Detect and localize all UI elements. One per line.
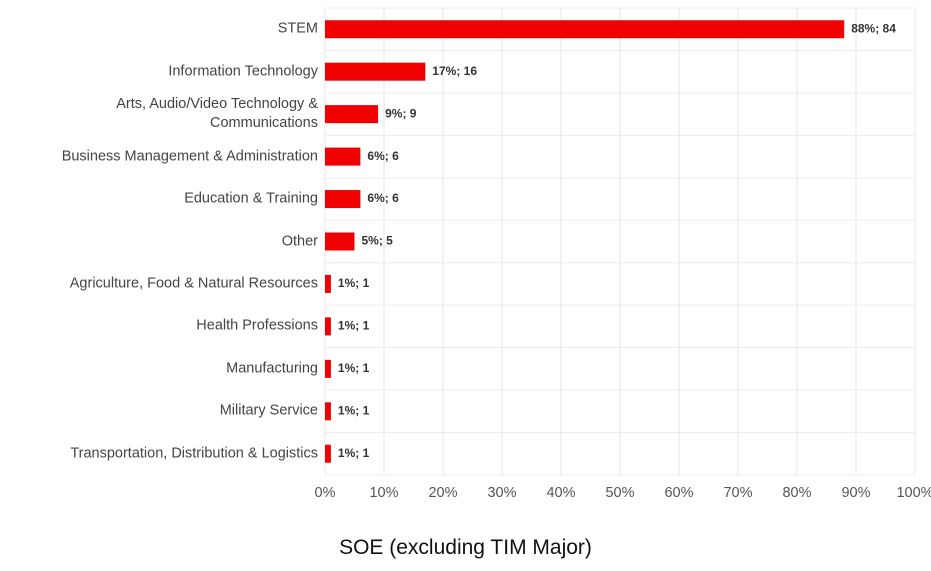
y-tick-label: Military Service bbox=[219, 402, 318, 419]
x-tick-label: 70% bbox=[723, 485, 752, 501]
bar bbox=[325, 444, 331, 463]
bar bbox=[325, 62, 426, 81]
y-tick-label: Business Management & Administration bbox=[61, 148, 318, 165]
data-label: 1%; 1 bbox=[338, 446, 370, 460]
y-tick-label: Transportation, Distribution & Logistics bbox=[70, 445, 318, 462]
data-label: 5%; 5 bbox=[362, 234, 394, 248]
data-label: 1%; 1 bbox=[338, 276, 370, 290]
data-label: 1%; 1 bbox=[338, 403, 370, 417]
bar bbox=[325, 105, 379, 124]
bar bbox=[325, 190, 361, 209]
y-tick-label: Education & Training bbox=[184, 190, 318, 207]
x-tick-label: 0% bbox=[315, 485, 336, 501]
chart-title: SOE (excluding TIM Major) bbox=[339, 536, 592, 559]
bar bbox=[325, 359, 331, 378]
x-tick-label: 60% bbox=[664, 485, 693, 501]
data-label: 1%; 1 bbox=[338, 361, 370, 375]
y-tick-label: Agriculture, Food & Natural Resources bbox=[69, 275, 318, 292]
y-tick-label: Manufacturing bbox=[226, 360, 318, 377]
data-label: 88%; 84 bbox=[851, 21, 896, 35]
x-tick-label: 100% bbox=[896, 485, 931, 501]
bar bbox=[325, 317, 331, 336]
bar bbox=[325, 232, 355, 251]
x-tick-label: 50% bbox=[605, 485, 634, 501]
y-tick-label: Information Technology bbox=[168, 63, 318, 80]
bar bbox=[325, 274, 331, 293]
y-tick-label: Health Professions bbox=[196, 317, 318, 334]
bar bbox=[325, 20, 845, 39]
y-tick-label: Arts, Audio/Video Technology & Communica… bbox=[116, 96, 318, 132]
data-label: 6%; 6 bbox=[367, 149, 399, 163]
x-tick-label: 40% bbox=[546, 485, 575, 501]
x-tick-label: 20% bbox=[428, 485, 457, 501]
x-tick-label: 80% bbox=[782, 485, 811, 501]
x-tick-label: 30% bbox=[487, 485, 516, 501]
y-tick-label: Other bbox=[281, 233, 318, 249]
x-tick-label: 90% bbox=[841, 485, 870, 501]
data-label: 9%; 9 bbox=[385, 106, 417, 120]
data-label: 6%; 6 bbox=[367, 191, 399, 205]
data-label: 1%; 1 bbox=[338, 319, 370, 333]
x-tick-label: 10% bbox=[369, 485, 398, 501]
bar bbox=[325, 402, 331, 421]
bar bbox=[325, 147, 361, 166]
y-tick-label: STEM bbox=[277, 20, 318, 37]
data-label: 17%; 16 bbox=[432, 64, 477, 78]
